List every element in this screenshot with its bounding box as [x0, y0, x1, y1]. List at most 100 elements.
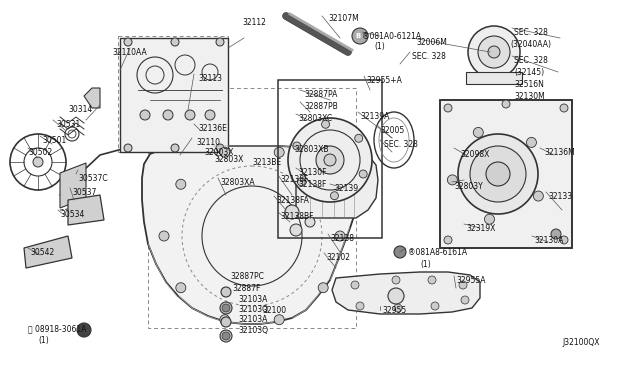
- Circle shape: [335, 231, 345, 241]
- Text: 32136E: 32136E: [198, 124, 227, 133]
- Text: SEC. 328: SEC. 328: [412, 52, 446, 61]
- Polygon shape: [60, 163, 86, 208]
- Circle shape: [163, 110, 173, 120]
- Polygon shape: [120, 38, 228, 152]
- Circle shape: [285, 205, 299, 219]
- Text: 32803X: 32803X: [214, 155, 243, 164]
- Text: 32102: 32102: [326, 253, 350, 262]
- Bar: [148, 88, 356, 328]
- Text: 32803XB: 32803XB: [294, 145, 328, 154]
- Circle shape: [77, 323, 91, 337]
- Circle shape: [290, 224, 302, 236]
- Circle shape: [355, 134, 363, 142]
- Text: (1): (1): [420, 260, 431, 269]
- Text: 32516N: 32516N: [514, 80, 544, 89]
- Circle shape: [274, 315, 284, 325]
- Text: 32139A: 32139A: [360, 112, 389, 121]
- Text: 30314: 30314: [68, 105, 92, 114]
- Text: 32138FA: 32138FA: [276, 196, 309, 205]
- Circle shape: [560, 104, 568, 112]
- Text: 32130A: 32130A: [534, 236, 563, 245]
- Text: 32006M: 32006M: [416, 38, 447, 47]
- Text: 30534: 30534: [60, 210, 84, 219]
- Text: 32138F: 32138F: [280, 175, 308, 184]
- Circle shape: [394, 246, 406, 258]
- Text: 32107M: 32107M: [328, 14, 359, 23]
- Circle shape: [321, 120, 330, 128]
- Circle shape: [220, 147, 230, 157]
- Text: SEC. 328: SEC. 328: [384, 140, 418, 149]
- Text: 3213BE: 3213BE: [252, 158, 281, 167]
- Circle shape: [124, 144, 132, 152]
- Circle shape: [444, 104, 452, 112]
- Circle shape: [459, 281, 467, 289]
- Text: 32955: 32955: [382, 306, 406, 315]
- Circle shape: [274, 147, 284, 157]
- Circle shape: [352, 28, 368, 44]
- Circle shape: [394, 304, 402, 312]
- Circle shape: [356, 302, 364, 310]
- Text: 32005: 32005: [380, 126, 404, 135]
- Circle shape: [488, 46, 500, 58]
- Circle shape: [330, 192, 339, 200]
- Text: 32103A: 32103A: [238, 315, 268, 324]
- Text: SEC. 328: SEC. 328: [514, 28, 548, 37]
- Text: ®081A8-6161A: ®081A8-6161A: [408, 248, 467, 257]
- Circle shape: [205, 110, 215, 120]
- Text: 32138: 32138: [330, 234, 354, 243]
- Text: 32110AA: 32110AA: [112, 48, 147, 57]
- Text: 30501: 30501: [42, 136, 67, 145]
- Circle shape: [388, 288, 404, 304]
- Text: 32887F: 32887F: [232, 284, 260, 293]
- Circle shape: [458, 134, 538, 214]
- Polygon shape: [142, 146, 360, 324]
- Circle shape: [351, 281, 359, 289]
- Circle shape: [221, 317, 231, 327]
- Text: 32103A: 32103A: [238, 295, 268, 304]
- Text: 32319X: 32319X: [466, 224, 495, 233]
- Text: 32803XA: 32803XA: [220, 178, 255, 187]
- Circle shape: [486, 162, 510, 186]
- Text: (1): (1): [38, 336, 49, 345]
- Circle shape: [216, 38, 224, 46]
- Circle shape: [288, 118, 372, 202]
- Text: 32955A: 32955A: [456, 276, 486, 285]
- Circle shape: [447, 175, 458, 185]
- Bar: [440, 100, 572, 248]
- Circle shape: [431, 302, 439, 310]
- Text: (32145): (32145): [514, 68, 544, 77]
- Circle shape: [560, 236, 568, 244]
- Circle shape: [171, 144, 179, 152]
- Text: B: B: [355, 33, 360, 39]
- Text: 32098X: 32098X: [460, 150, 490, 159]
- Text: 32955+A: 32955+A: [366, 76, 402, 85]
- Polygon shape: [68, 195, 104, 225]
- Circle shape: [533, 191, 543, 201]
- Text: 32110: 32110: [196, 138, 220, 147]
- Circle shape: [140, 110, 150, 120]
- Circle shape: [502, 100, 510, 108]
- Circle shape: [216, 144, 224, 152]
- Circle shape: [461, 296, 469, 304]
- Text: 30537: 30537: [72, 188, 97, 197]
- Circle shape: [159, 231, 169, 241]
- Circle shape: [185, 110, 195, 120]
- Circle shape: [176, 283, 186, 293]
- Text: J32100QX: J32100QX: [562, 338, 600, 347]
- Text: 30537C: 30537C: [78, 174, 108, 183]
- Circle shape: [324, 154, 336, 166]
- Circle shape: [478, 36, 510, 68]
- Circle shape: [527, 137, 536, 147]
- Text: 32139: 32139: [334, 184, 358, 193]
- Text: 32100: 32100: [262, 306, 286, 315]
- Circle shape: [33, 157, 43, 167]
- Circle shape: [359, 170, 367, 178]
- Bar: [278, 80, 382, 238]
- Text: 32103Q: 32103Q: [238, 326, 268, 335]
- Circle shape: [220, 315, 230, 325]
- Polygon shape: [24, 236, 72, 268]
- Circle shape: [428, 276, 436, 284]
- Polygon shape: [296, 148, 378, 218]
- Text: 32803Y: 32803Y: [454, 182, 483, 191]
- Text: (32040AA): (32040AA): [510, 40, 551, 49]
